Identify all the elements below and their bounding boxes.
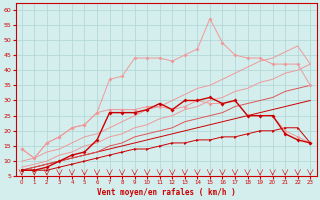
X-axis label: Vent moyen/en rafales ( km/h ): Vent moyen/en rafales ( km/h ) bbox=[97, 188, 236, 197]
